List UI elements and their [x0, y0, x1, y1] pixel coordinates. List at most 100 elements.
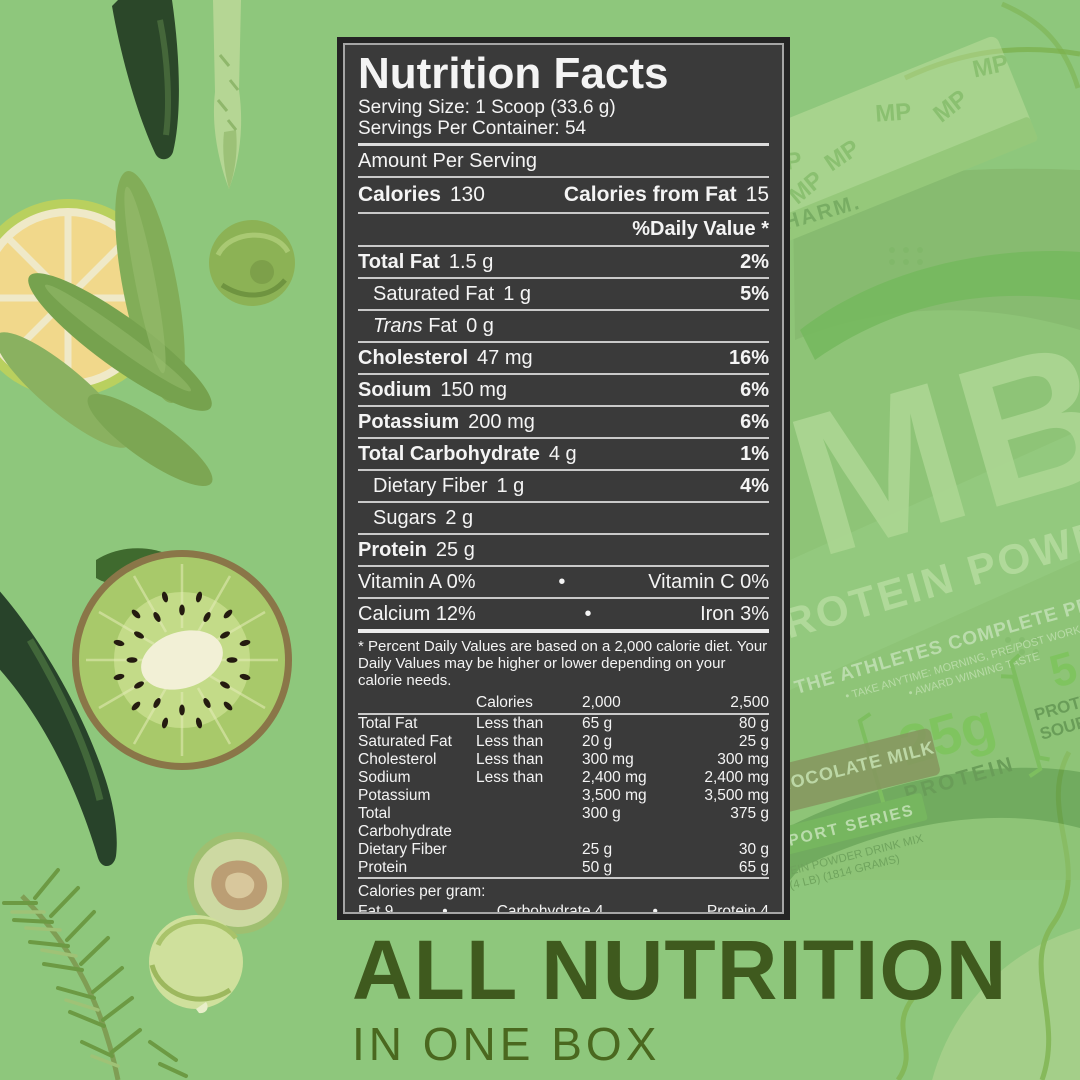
nutrient-name: Sodium	[358, 379, 432, 402]
nutrient-name: Sugars	[373, 507, 437, 530]
serving-size: Serving Size: 1 Scoop (33.6 g)	[358, 97, 616, 119]
header-calories: Calories	[476, 694, 533, 712]
vitamin-a: Vitamin A 0%	[358, 571, 476, 594]
cpg-carbohydrate: Carbohydrate 4	[496, 903, 604, 914]
nutrient-name: Total Fat	[358, 251, 440, 274]
iron: Iron 3%	[700, 603, 769, 626]
calories-label: Calories	[358, 183, 441, 207]
label-title: Nutrition Facts	[358, 49, 669, 98]
nutrient-name: Cholesterol	[358, 347, 469, 370]
bullet-separator: •	[442, 903, 448, 914]
table-row: Total Carbohydrate 300 g 375 g	[358, 805, 769, 841]
nutrient-row-sodium: Sodium 150 mg 6%	[358, 373, 769, 405]
nutrient-amount: 1 g	[496, 475, 525, 498]
kiwi-half-image	[72, 550, 292, 770]
sources-badge: 5 PROTEIN SOURCES	[1008, 641, 1080, 762]
nutrient-amount: 4 g	[548, 443, 577, 466]
footnote: * Percent Daily Values are based on a 2,…	[358, 638, 768, 690]
calcium: Calcium 12%	[358, 603, 476, 626]
table-row: Protein 50 g 65 g	[358, 859, 769, 877]
calories-per-gram: Calories per gram: Fat 9 • Carbohydrate …	[358, 877, 769, 914]
reference-table: Calories 2,000 2,500 Total Fat Less than 6…	[358, 693, 769, 877]
bullet-separator: •	[584, 603, 592, 626]
nutrient-row-total-fat: Total Fat 1.5 g 2%	[358, 245, 769, 277]
cpg-fat: Fat 9	[358, 903, 394, 914]
nutrient-row-sugars: Sugars 2 g	[358, 501, 769, 533]
nutrient-row-total-carbohydrate: Total Carbohydrate 4 g 1%	[358, 437, 769, 469]
produce-photos	[0, 0, 295, 1080]
vitamin-c: Vitamin C 0%	[648, 571, 769, 594]
chili-pepper-bottom-image	[0, 591, 117, 866]
nutrient-row-saturated-fat: Saturated Fat 1 g 5%	[358, 277, 769, 309]
vitamin-row: Vitamin A 0% • Vitamin C 0%	[358, 565, 769, 597]
nutrition-facts-label: Nutrition Facts Serving Size: 1 Scoop (3…	[337, 37, 790, 920]
daily-value-header: %Daily Value *	[358, 212, 769, 245]
lid-monogram: MP	[874, 98, 912, 127]
nutrient-amount: 150 mg	[440, 379, 508, 402]
nutrition-facts-panel: Nutrition Facts Serving Size: 1 Scoop (3…	[343, 43, 784, 914]
nutrient-dv: 1%	[740, 443, 769, 466]
nutrient-name: Fat	[428, 315, 458, 338]
headline: ALL NUTRITION IN ONE BOX	[352, 928, 1007, 1067]
nutrient-amount: 47 mg	[477, 347, 533, 370]
table-row: Dietary Fiber 25 g 30 g	[358, 841, 769, 859]
table-row: Potassium 3,500 mg 3,500 mg	[358, 787, 769, 805]
nutrient-name: Dietary Fiber	[373, 475, 488, 498]
table-row: Cholesterol Less than 300 mg 300 mg	[358, 751, 769, 769]
nutrient-row-potassium: Potassium 200 mg 6%	[358, 405, 769, 437]
calories-value: 130	[449, 183, 485, 207]
table-row: Sodium Less than 2,400 mg 2,400 mg	[358, 769, 769, 787]
nutrient-name-italic: Trans	[373, 315, 423, 338]
brussels-sprout-bottom-image	[149, 915, 243, 1014]
headline-line2: IN ONE BOX	[352, 1018, 661, 1070]
container-lid: MP MP MP MP MP MP	[729, 36, 1038, 248]
reference-table-header: Calories 2,000 2,500	[358, 693, 769, 716]
nutrient-dv: 6%	[740, 379, 769, 402]
nutrient-amount: 25 g	[435, 539, 475, 562]
brussels-sprout-top-image	[209, 220, 295, 306]
nutrient-name: Total Carbohydrate	[358, 443, 540, 466]
header-2000: 2,000	[582, 694, 621, 712]
header-2500: 2,500	[730, 694, 769, 712]
snow-peas-image	[0, 171, 213, 487]
thick-divider	[358, 629, 769, 634]
nutrient-row-cholesterol: Cholesterol 47 mg 16%	[358, 341, 769, 373]
nutrient-row-protein: Protein 25 g	[358, 533, 769, 565]
chili-pepper-top-image	[112, 0, 179, 160]
guava-half-image	[187, 832, 289, 934]
nutrient-row-trans-fat: Trans Fat 0 g	[358, 309, 769, 341]
nutrient-dv: 6%	[740, 411, 769, 434]
calories-row: Calories 130 Calories from Fat 15	[358, 176, 769, 212]
cpg-protein: Protein 4	[706, 903, 769, 914]
divider	[358, 143, 769, 147]
calories-from-fat-value: 15	[745, 183, 769, 207]
nutrient-name: Saturated Fat	[373, 283, 495, 306]
nutrient-dv: 16%	[728, 347, 769, 370]
nutrient-name: Protein	[358, 539, 427, 562]
asparagus-image	[213, 0, 242, 189]
calories-from-fat-label: Calories from Fat	[563, 183, 737, 207]
nutrient-amount: 1 g	[503, 283, 531, 306]
servings-per-container: Servings Per Container: 54	[358, 118, 587, 140]
nutrient-dv: 2%	[740, 251, 769, 274]
bullet-separator: •	[652, 903, 658, 914]
rosemary-sprig-image	[2, 868, 188, 1080]
protein-amount-badge: 25g PROTEIN	[857, 674, 1043, 816]
table-row: Saturated Fat Less than 20 g 25 g	[358, 733, 769, 751]
mineral-row: Calcium 12% • Iron 3%	[358, 597, 769, 629]
nutrient-row-dietary-fiber: Dietary Fiber 1 g 4%	[358, 469, 769, 501]
calories-per-gram-label: Calories per gram:	[358, 883, 486, 901]
nutrient-name: Potassium	[358, 411, 460, 434]
nutrient-amount: 200 mg	[468, 411, 535, 434]
container-body	[790, 168, 1080, 880]
nutrient-amount: 0 g	[466, 315, 494, 338]
halftone-dots	[889, 247, 1039, 655]
bullet-separator: •	[558, 571, 566, 594]
table-row: Total Fat Less than 65 g 80 g	[358, 715, 769, 733]
amount-per-serving: Amount Per Serving	[358, 150, 537, 173]
nutrient-amount: 1.5 g	[448, 251, 494, 274]
nutrient-dv: 4%	[740, 475, 769, 498]
nutrient-dv: 5%	[740, 283, 769, 306]
